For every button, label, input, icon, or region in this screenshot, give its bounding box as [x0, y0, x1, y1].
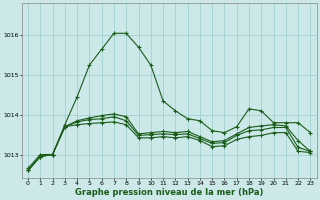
X-axis label: Graphe pression niveau de la mer (hPa): Graphe pression niveau de la mer (hPa) [75, 188, 263, 197]
